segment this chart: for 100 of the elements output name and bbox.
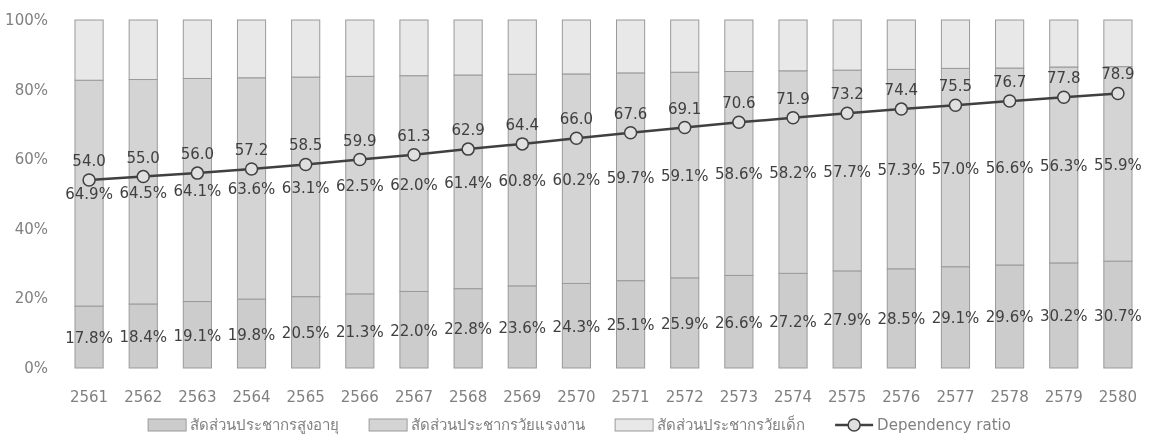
y-tick-label: 20% — [14, 289, 48, 308]
point — [353, 152, 367, 167]
data-label: 78.9 — [1101, 65, 1135, 84]
data-label: 66.0 — [559, 110, 594, 129]
data-label: 58.5 — [288, 136, 323, 155]
data-label: 57.3% — [877, 161, 926, 180]
point — [1111, 86, 1125, 101]
point — [407, 147, 421, 162]
data-label: 27.9% — [823, 311, 871, 330]
data-label: 57.7% — [823, 162, 871, 181]
data-label: 17.8% — [65, 329, 113, 348]
data-label: 26.6% — [715, 313, 763, 332]
data-label: 75.5 — [938, 77, 973, 96]
data-label: 63.6% — [227, 180, 276, 199]
data-label: 21.3% — [336, 322, 384, 341]
x-tick-label: 2580 — [1098, 388, 1138, 406]
point — [569, 131, 584, 146]
point — [515, 137, 530, 151]
point — [244, 162, 259, 176]
x-tick-label: 2562 — [124, 388, 163, 406]
point — [623, 126, 638, 140]
data-label: 29.1% — [931, 309, 980, 328]
data-label: 22.8% — [444, 320, 492, 339]
legend-label: สัดส่วนประชากรวัยเด็ก — [657, 415, 806, 434]
x-tick-label: 2568 — [449, 388, 488, 406]
data-label: 64.5% — [119, 183, 168, 202]
data-label: 64.4 — [505, 115, 539, 134]
data-label: 54.0 — [72, 152, 106, 171]
data-label: 57.0% — [931, 159, 980, 178]
data-label: 59.7% — [606, 168, 655, 187]
x-tick-label: 2572 — [665, 388, 704, 406]
x-tick-label: 2574 — [773, 388, 813, 406]
data-label: 74.4 — [884, 81, 919, 100]
data-label: 22.0% — [390, 321, 438, 340]
point — [1002, 94, 1017, 108]
x-tick-label: 2576 — [882, 388, 921, 406]
data-label: 62.5% — [336, 177, 384, 196]
x-tick-label: 2564 — [232, 388, 271, 406]
x-tick-label: 2577 — [936, 388, 975, 406]
data-label: 76.7 — [992, 73, 1027, 92]
data-label: 70.6 — [722, 94, 756, 113]
point — [677, 120, 692, 135]
legend-label: Dependency ratio — [877, 416, 1011, 434]
data-label: 67.6 — [613, 104, 648, 123]
data-label: 57.2 — [234, 140, 269, 159]
data-label: 73.2 — [830, 85, 864, 104]
data-label: 64.1% — [173, 182, 222, 200]
data-label: 19.1% — [173, 326, 222, 345]
data-label: 55.0 — [126, 148, 160, 167]
data-label: 63.1% — [281, 178, 330, 197]
legend-label: สัดส่วนประชากรวัยแรงงาน — [411, 416, 586, 434]
x-tick-label: 2578 — [990, 388, 1029, 406]
legend-label: สัดส่วนประชากรสูงอายุ — [190, 416, 340, 435]
data-label: 19.8% — [227, 325, 276, 344]
point — [732, 115, 746, 130]
y-tick-label: 60% — [14, 150, 48, 169]
point — [840, 106, 854, 121]
x-tick-label: 2575 — [828, 388, 867, 406]
data-label: 60.8% — [498, 172, 547, 191]
data-label: 71.9 — [776, 89, 810, 108]
point — [1057, 90, 1071, 105]
data-label: 61.3 — [397, 126, 431, 145]
data-label: 59.1% — [660, 167, 709, 186]
y-tick-label: 40% — [14, 219, 48, 238]
data-label: 60.2% — [552, 170, 601, 189]
data-label: 58.2% — [769, 164, 817, 183]
x-tick-label: 2561 — [69, 388, 109, 406]
data-label: 64.9% — [65, 185, 113, 204]
data-label: 27.2% — [769, 312, 817, 331]
data-label: 56.0 — [180, 145, 215, 164]
y-tick-label: 0% — [24, 359, 48, 377]
data-label: 56.6% — [985, 158, 1034, 177]
data-label: 69.1 — [668, 99, 702, 118]
point — [786, 111, 800, 125]
data-label: 30.2% — [1039, 307, 1088, 326]
y-tick-label: 100% — [5, 11, 48, 29]
x-tick-label: 2565 — [286, 388, 325, 406]
data-label: 55.9% — [1094, 155, 1142, 174]
point — [82, 173, 96, 187]
point — [948, 98, 963, 113]
data-label: 62.9 — [451, 121, 485, 140]
data-label: 62.0% — [390, 175, 438, 194]
point — [298, 157, 313, 172]
x-tick-label: 2570 — [557, 388, 596, 406]
data-label: 24.3% — [552, 317, 601, 336]
data-label: 58.6% — [715, 165, 763, 184]
data-label: 28.5% — [877, 310, 926, 329]
x-tick-label: 2566 — [340, 388, 379, 406]
data-label: 29.6% — [985, 308, 1034, 327]
data-label: 18.4% — [119, 327, 168, 346]
data-label: 77.8 — [1047, 69, 1081, 88]
x-tick-label: 2579 — [1044, 388, 1083, 406]
point — [461, 142, 475, 156]
x-tick-label: 2571 — [611, 388, 650, 406]
data-label: 25.9% — [660, 314, 709, 333]
data-label: 59.9 — [343, 131, 377, 150]
data-label: 20.5% — [281, 324, 330, 343]
data-label: 61.4% — [444, 173, 492, 192]
x-tick-label: 2569 — [503, 388, 542, 406]
point — [894, 102, 909, 116]
